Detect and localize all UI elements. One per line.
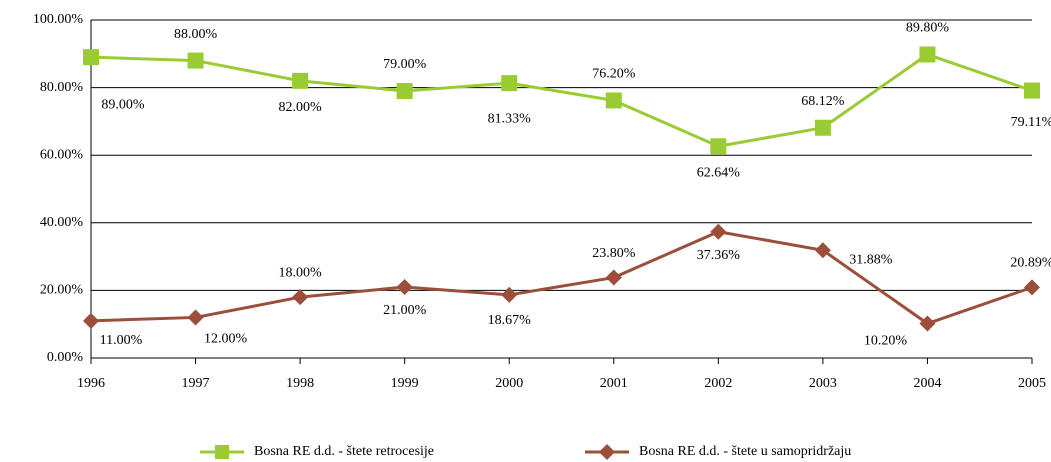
series-line (90, 230, 1033, 326)
x-tick-label: 1998 (286, 376, 314, 391)
y-tick-label: 0.00% (47, 350, 84, 365)
x-tick-label: 2004 (913, 376, 941, 391)
marker (292, 289, 309, 306)
data-label: 23.80% (592, 246, 636, 261)
data-label: 12.00% (204, 332, 248, 347)
y-tick-label: 40.00% (40, 215, 84, 230)
y-tick-label: 80.00% (40, 80, 84, 95)
data-label: 62.64% (697, 165, 741, 180)
data-label: 79.11% (1011, 115, 1051, 130)
data-label: 76.20% (592, 67, 636, 82)
marker (501, 286, 518, 303)
data-label: 31.88% (849, 252, 893, 267)
marker (187, 52, 204, 69)
data-label: 88.00% (174, 27, 218, 42)
marker (710, 138, 727, 155)
marker (501, 75, 518, 92)
data-label: 11.00% (100, 333, 143, 348)
marker (396, 82, 413, 99)
marker (1024, 82, 1040, 99)
y-tick-label: 100.00% (33, 12, 84, 27)
marker (187, 309, 204, 326)
marker (396, 279, 413, 296)
data-label: 18.00% (279, 265, 323, 280)
legend-label: Bosna RE d.d. - štete retrocesije (254, 444, 434, 459)
marker (605, 92, 622, 109)
x-tick-label: 1997 (182, 376, 210, 391)
data-label: 89.80% (906, 21, 950, 36)
series-line (90, 52, 1033, 148)
x-tick-label: 2000 (495, 376, 523, 391)
legend-marker (599, 444, 615, 460)
x-tick-label: 1999 (391, 376, 419, 391)
data-label: 68.12% (801, 94, 845, 109)
marker (292, 72, 309, 89)
y-tick-label: 20.00% (40, 283, 84, 298)
marker (83, 312, 99, 329)
legend-label: Bosna RE d.d. - štete u samopridržaju (639, 444, 851, 459)
data-label: 37.36% (697, 248, 741, 263)
marker (605, 269, 622, 286)
x-tick-label: 1996 (77, 376, 105, 391)
x-tick-label: 2001 (600, 376, 628, 391)
x-tick-label: 2003 (809, 376, 837, 391)
marker (919, 315, 936, 332)
data-label: 21.00% (383, 303, 427, 318)
marker (710, 223, 727, 240)
marker (814, 242, 831, 259)
data-label: 82.00% (279, 100, 323, 115)
marker (814, 119, 831, 136)
marker (1024, 279, 1040, 296)
marker (83, 49, 99, 66)
marker (919, 46, 936, 63)
data-label: 89.00% (101, 97, 145, 112)
data-label: 81.33% (488, 111, 532, 126)
data-label: 18.67% (488, 313, 532, 328)
data-label: 10.20% (864, 334, 908, 349)
x-tick-label: 2005 (1018, 376, 1046, 391)
legend-marker (215, 445, 229, 459)
x-tick-label: 2002 (704, 376, 732, 391)
data-label: 79.00% (383, 57, 427, 72)
data-label: 20.89% (1010, 256, 1051, 271)
y-tick-label: 60.00% (40, 147, 84, 162)
